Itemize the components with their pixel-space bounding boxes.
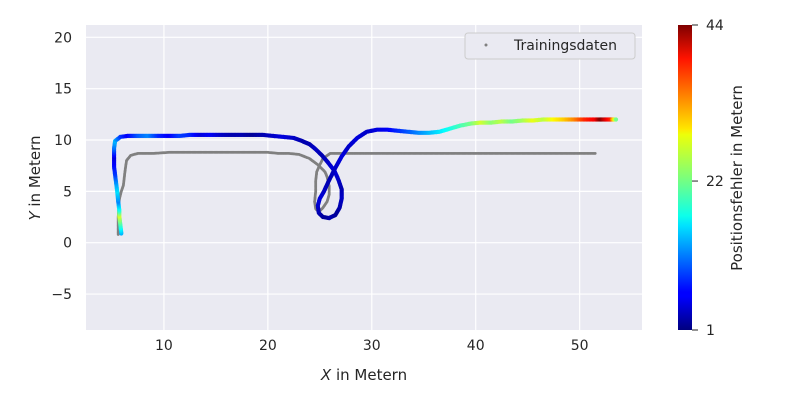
training-series [116, 150, 597, 236]
y-ticks: −5 0 5 10 15 20 [51, 30, 72, 303]
training-point [593, 152, 597, 155]
y-tick-label: 10 [54, 133, 72, 149]
colorbar-tick-label: 22 [706, 174, 724, 190]
colorbar-tick-label: 1 [706, 323, 715, 339]
legend-box [464, 32, 636, 60]
y-axis-label-var: Y [26, 210, 44, 221]
y-tick-label: −5 [51, 287, 72, 303]
x-tick-label: 40 [467, 338, 485, 354]
colorbar-tick-label: 44 [706, 18, 724, 34]
x-tick-label: 30 [363, 338, 381, 354]
error-point [613, 117, 619, 122]
colorbar: 1 22 44 Positionsfehler in Metern [678, 18, 746, 339]
x-tick-label: 50 [571, 338, 589, 354]
colorbar-gradient [678, 25, 692, 330]
x-ticks: 10 20 30 40 50 [155, 338, 589, 354]
legend: Trainingsdaten [464, 32, 636, 60]
y-tick-label: 20 [54, 30, 72, 46]
colorbar-label: Positionsfehler in Metern [728, 85, 746, 271]
x-axis-label-rest: in Metern [331, 366, 407, 384]
error-series [112, 117, 619, 236]
y-tick-label: 5 [63, 184, 72, 200]
x-axis-label-var: X [320, 366, 332, 384]
y-tick-label: 0 [63, 236, 72, 252]
y-axis-label: Y in Metern [26, 135, 44, 220]
colorbar-ticks: 1 22 44 [692, 18, 724, 339]
x-tick-label: 20 [259, 338, 277, 354]
x-tick-label: 10 [155, 338, 173, 354]
grid [86, 25, 642, 330]
y-tick-label: 15 [54, 82, 72, 98]
legend-label: Trainingsdaten [513, 38, 617, 54]
plot-area [86, 25, 642, 330]
y-axis-label-rest: in Metern [26, 135, 44, 211]
legend-marker [484, 43, 488, 47]
x-axis-label: X in Metern [320, 366, 407, 384]
